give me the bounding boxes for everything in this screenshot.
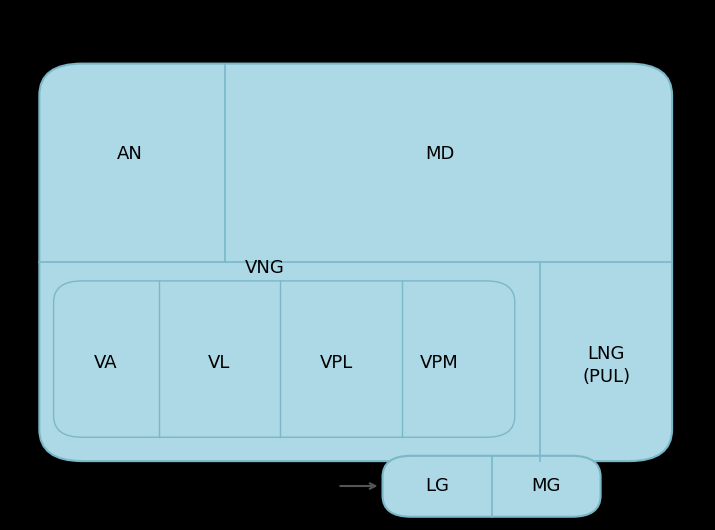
FancyBboxPatch shape: [383, 456, 601, 517]
FancyBboxPatch shape: [54, 281, 515, 437]
Text: VA: VA: [94, 354, 118, 372]
Text: LG: LG: [425, 477, 449, 495]
Text: AN: AN: [117, 145, 143, 163]
Text: LNG
(PUL): LNG (PUL): [582, 345, 631, 386]
Text: VL: VL: [207, 354, 230, 372]
Text: MD: MD: [425, 145, 455, 163]
FancyBboxPatch shape: [39, 64, 672, 461]
Text: MG: MG: [531, 477, 561, 495]
Text: VPM: VPM: [420, 354, 458, 372]
Text: VNG: VNG: [245, 259, 285, 277]
Text: VPL: VPL: [320, 354, 352, 372]
